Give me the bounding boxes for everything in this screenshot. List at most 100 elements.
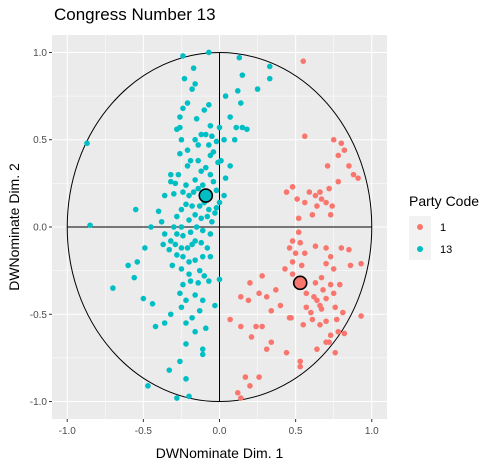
series-1-points [227,58,364,401]
data-point [142,245,148,251]
data-point [199,253,206,260]
axis-ticks: -1.0 -0.5 0.0 0.5 1.0 -1.0 -0.5 0.0 0.5 1.0 [30,48,379,437]
data-point [323,245,329,251]
data-point [199,346,206,352]
data-point [346,246,352,253]
data-point [195,142,201,148]
data-point [350,171,357,178]
data-point [206,142,212,148]
data-point [199,297,206,304]
data-point [216,276,223,283]
data-point [244,126,250,133]
data-point [338,140,345,147]
data-point [358,313,364,319]
data-point [233,124,240,131]
data-point [178,266,185,272]
data-point [206,102,212,108]
data-point [238,395,244,401]
data-point [186,217,192,223]
data-point [190,65,197,71]
data-point [209,133,215,140]
data-point [172,180,179,187]
data-point [178,304,185,311]
data-point [247,383,253,389]
data-point [195,185,201,192]
data-point [202,164,209,171]
data-point [295,215,302,222]
data-point [247,280,253,286]
data-point [183,341,189,347]
data-point [256,374,262,380]
y-tick-label: -1.0 [30,397,48,408]
data-point [324,163,331,169]
data-point [338,245,345,251]
data-point [318,306,325,312]
data-point [181,75,188,82]
data-point [256,290,262,297]
data-point [193,224,200,230]
data-point [187,229,194,236]
data-point [266,63,273,70]
centroid-marker [198,188,214,203]
x-tick-label: 0.5 [289,426,303,437]
data-point [303,304,310,311]
data-point [300,321,307,328]
data-point [187,278,194,284]
data-point [248,334,255,340]
legend-key-1-point [417,224,423,230]
data-point [178,245,185,251]
data-point [330,136,337,143]
data-point [358,260,364,267]
data-point [180,53,186,59]
data-point [335,152,342,159]
data-point [317,321,323,328]
y-tick-label: -0.5 [30,310,48,321]
data-point [198,239,205,246]
data-point [239,124,246,131]
reference-lines [66,51,373,403]
data-point [189,86,195,92]
data-point [196,203,203,209]
data-point [238,100,244,106]
legend-label-1: 1 [440,222,446,234]
data-point [323,295,329,302]
data-point [259,273,265,279]
data-point [327,211,334,218]
data-point [341,330,348,337]
data-point [158,218,165,225]
data-point [266,75,273,82]
data-point [178,206,185,213]
series-13-points [84,49,273,401]
data-point [183,376,189,382]
x-tick-label: -1.0 [59,426,77,437]
data-point [152,323,159,330]
data-point [298,262,305,269]
data-point [289,271,296,277]
x-axis-title: DWNominate Dim. 1 [156,445,284,461]
data-point [213,138,220,145]
data-point [297,358,304,365]
data-point [327,281,334,288]
data-point [177,358,183,365]
data-point [186,271,192,277]
x-tick-label: 0.0 [213,426,227,437]
data-point [283,349,290,356]
data-point [174,213,180,220]
y-tick-label: 0.5 [33,135,47,146]
data-point [213,187,220,194]
data-point [161,231,168,237]
data-point [254,86,261,92]
data-point [245,297,252,304]
data-point [183,320,189,326]
data-point [335,328,342,335]
data-point [196,307,203,314]
data-point [268,307,275,314]
centroid-markers [198,188,308,291]
legend-label-13: 13 [440,244,452,256]
data-point [309,316,316,323]
data-point [202,325,209,332]
data-point [198,215,205,222]
data-point [320,287,326,293]
data-point [234,88,241,94]
